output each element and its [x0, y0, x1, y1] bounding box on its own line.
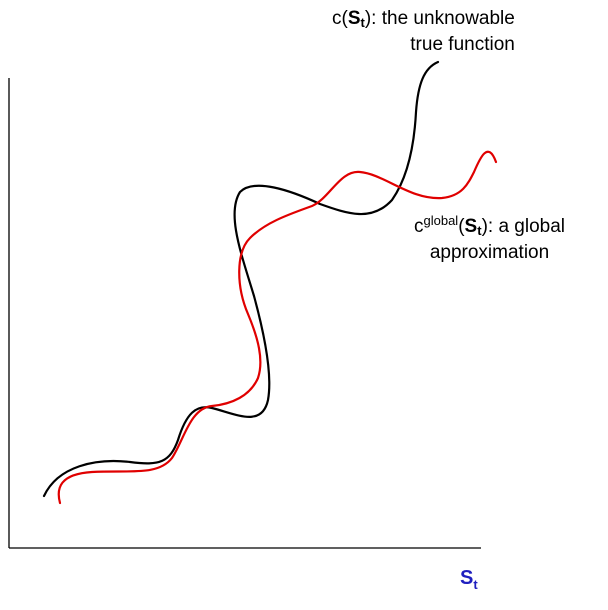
global-approx-suffix: ): a global	[481, 216, 566, 237]
global-approximation-label: cglobal(St): a global approximation	[414, 214, 565, 266]
true-function-line2: true function	[410, 34, 515, 55]
true-function-symbol: S	[347, 8, 361, 29]
global-approx-superscript: global	[423, 213, 459, 228]
true-function-label: c(St): the unknowable true function	[332, 6, 515, 58]
x-axis-subscript: t	[473, 577, 478, 592]
global-approx-prefix: c	[414, 216, 424, 237]
global-approx-subscript: t	[477, 223, 482, 238]
true-function-suffix: ): the unknowable	[364, 8, 515, 29]
true-function-curve	[42, 60, 440, 498]
x-axis-symbol: S	[460, 567, 474, 589]
true-function-prefix: c(	[332, 8, 348, 29]
x-axis-label: St	[460, 567, 478, 592]
global-approx-symbol: S	[464, 216, 478, 237]
global-approximation-curve	[57, 150, 498, 505]
true-function-subscript: t	[360, 15, 365, 30]
global-approx-line2: approximation	[429, 242, 550, 263]
global-approx-paren: (	[458, 216, 465, 237]
